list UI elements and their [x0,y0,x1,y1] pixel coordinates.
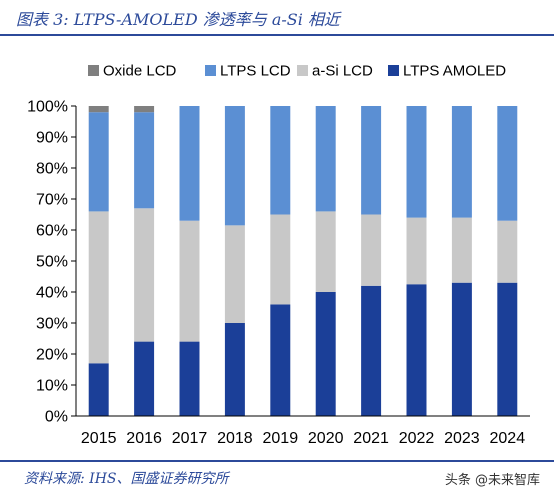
bar-segment [134,106,155,113]
bar-segment [406,284,427,416]
bar-segment [361,285,382,416]
y-tick-label: 50% [36,254,68,271]
x-tick-label: 2023 [444,430,480,447]
bar-segment [134,341,155,416]
bar-segment [406,106,427,218]
x-tick-label: 2020 [308,430,344,447]
legend-label: Oxide LCD [103,63,177,80]
y-tick-label: 100% [27,99,68,116]
bar-segment [406,217,427,285]
y-tick-label: 40% [36,285,68,302]
bar-segment [88,363,109,416]
x-tick-label: 2019 [263,430,299,447]
legend-swatch [205,65,216,76]
bar-segment [451,106,472,218]
bar-segment [179,106,200,221]
source-note: 资料来源: IHS、国盛证券研究所 [24,471,229,487]
bar-segment [315,106,336,212]
x-tick-label: 2015 [81,430,117,447]
figure-footer: 资料来源: IHS、国盛证券研究所 头条 @未来智库 [0,460,554,495]
bar-segment [179,220,200,342]
y-axis: 0% 10% 20% 30% 40% 50% 60% 70% 80% 90% 100% [27,99,77,426]
bar-segment [224,106,245,226]
y-tick-label: 0% [45,409,68,426]
bar-segment [88,112,109,212]
stacked-bar-chart: Oxide LCD LTPS LCD a-Si LCD LTPS AMOLED 0% 1… [27,63,530,447]
bar-segment [497,106,518,221]
bar-segment [270,214,291,305]
x-tick-label: 2024 [490,430,526,447]
legend-swatch [388,65,399,76]
bar-segment [451,282,472,416]
bar-segment [224,323,245,416]
bar-segment [497,282,518,416]
bar-segment [134,208,155,342]
x-axis: 2015 2016 2017 2018 2019 2020 2021 2022 2023 2024 [76,415,530,447]
legend-label: LTPS AMOLED [403,63,506,80]
bar-area [88,106,518,416]
legend-swatch [297,65,308,76]
bar-segment [451,217,472,283]
x-tick-label: 2018 [217,430,253,447]
bar-segment [179,341,200,416]
watermark-text: 头条 @未来智库 [444,473,540,488]
x-tick-label: 2017 [172,430,208,447]
y-tick-label: 20% [36,347,68,364]
bar-segment [497,220,518,283]
x-tick-label: 2022 [399,430,435,447]
bar-segment [270,106,291,215]
x-tick-label: 2021 [353,430,389,447]
figure-header: 图表 3: LTPS-AMOLED 渗透率与 a-Si 相近 [0,0,554,36]
bar-segment [134,112,155,209]
bar-segment [88,211,109,364]
bar-segment [270,304,291,416]
bar-segment [315,211,336,292]
bar-segment [361,106,382,215]
x-tick-label: 2016 [126,430,162,447]
bar-segment [88,106,109,113]
chart-legend: Oxide LCD LTPS LCD a-Si LCD LTPS AMOLED [88,63,506,80]
y-tick-label: 70% [36,192,68,209]
y-tick-label: 10% [36,378,68,395]
legend-label: a-Si LCD [312,63,373,80]
bar-segment [315,292,336,416]
legend-label: LTPS LCD [220,63,291,80]
y-tick-label: 90% [36,130,68,147]
bar-segment [361,214,382,286]
bar-segment [224,225,245,323]
legend-swatch [88,65,99,76]
y-tick-label: 60% [36,223,68,240]
figure-title: 图表 3: LTPS-AMOLED 渗透率与 a-Si 相近 [16,10,340,29]
y-tick-label: 30% [36,316,68,333]
y-tick-label: 80% [36,161,68,178]
